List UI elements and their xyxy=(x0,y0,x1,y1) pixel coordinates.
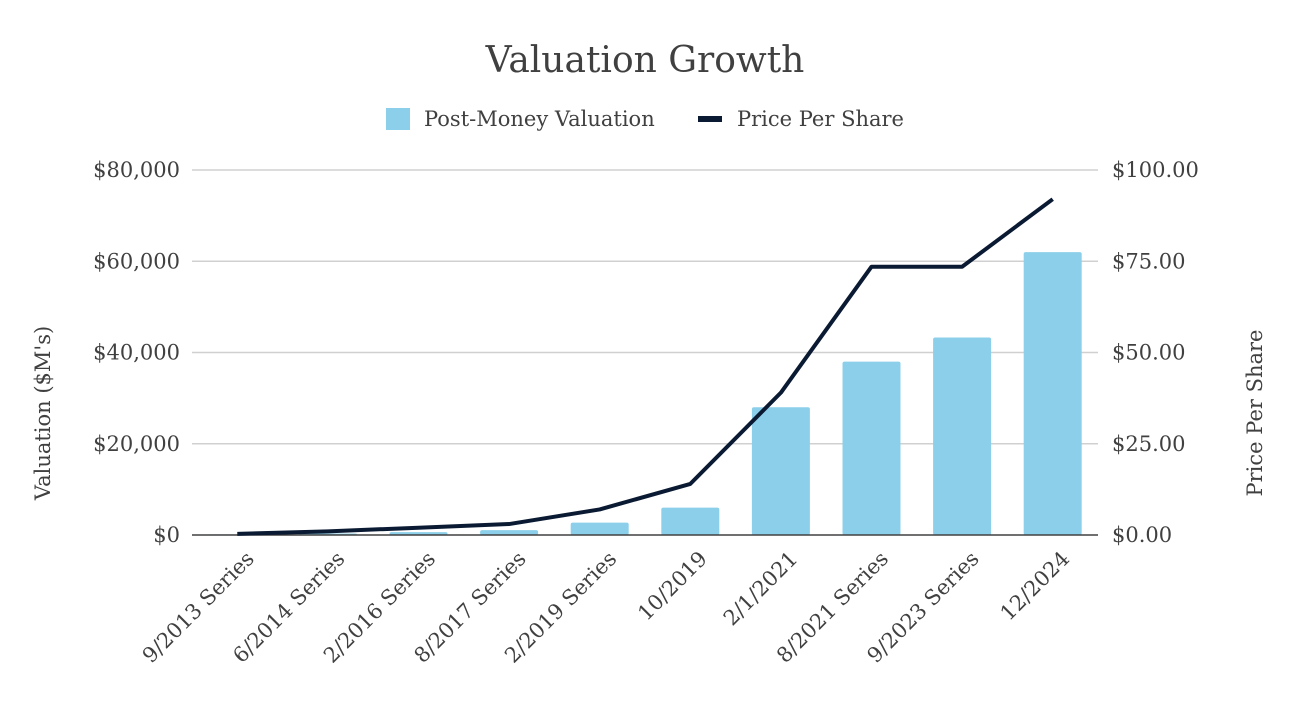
line-price-per-share xyxy=(237,197,1054,536)
y2-tick-label: $50.00 xyxy=(1112,341,1185,365)
y2-tick-label: $0.00 xyxy=(1112,523,1172,547)
price-per-share-line xyxy=(237,197,1054,536)
legend-label-price-per-share: Price Per Share xyxy=(737,107,904,131)
bar-post-money-valuation xyxy=(842,361,901,535)
legend-swatch-post-money-valuation xyxy=(386,108,410,130)
legend-swatch-price-per-share xyxy=(698,116,722,122)
category-label: 2/1/2021 xyxy=(719,547,803,631)
category-label: 10/2019 xyxy=(633,547,712,626)
category-label: 12/2024 xyxy=(996,547,1075,626)
bars xyxy=(208,252,1082,535)
chart-title: Valuation Growth xyxy=(485,40,805,81)
bar-post-money-valuation xyxy=(661,507,720,535)
right-axis-ticks: $0.00 $25.00 $50.00 $75.00 $100.00 xyxy=(1112,158,1199,547)
legend: Post-Money Valuation Price Per Share xyxy=(386,107,904,131)
y-tick-label: $60,000 xyxy=(93,249,180,273)
y-tick-label: $40,000 xyxy=(93,341,180,365)
bar-post-money-valuation xyxy=(933,337,992,535)
y-axis-title: Valuation ($M's) xyxy=(31,326,55,501)
bar-post-money-valuation xyxy=(751,407,810,535)
y-tick-label: $80,000 xyxy=(93,158,180,182)
y-tick-label: $20,000 xyxy=(93,432,180,456)
bar-post-money-valuation xyxy=(570,522,629,535)
bar-post-money-valuation xyxy=(480,530,539,535)
legend-label-post-money-valuation: Post-Money Valuation xyxy=(424,107,655,131)
y2-tick-label: $100.00 xyxy=(1112,158,1199,182)
y2-tick-label: $75.00 xyxy=(1112,249,1185,273)
bar-post-money-valuation xyxy=(1023,252,1082,535)
left-axis-ticks: $0 $20,000 $40,000 $60,000 $80,000 xyxy=(93,158,180,547)
y2-axis-title: Price Per Share xyxy=(1243,330,1267,497)
y2-tick-label: $25.00 xyxy=(1112,432,1185,456)
y-tick-label: $0 xyxy=(153,523,180,547)
